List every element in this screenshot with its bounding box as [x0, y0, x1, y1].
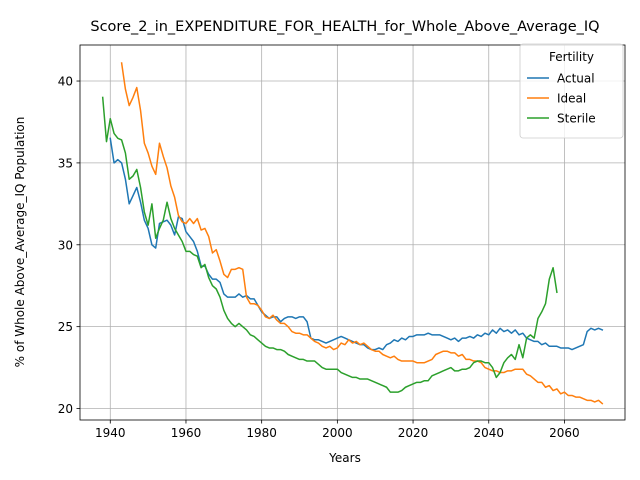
series-line-actual [109, 137, 604, 351]
plot-frame [79, 44, 626, 421]
series-lines [101, 62, 604, 405]
y-tick-label: 20 [58, 402, 73, 416]
y-tick-label: 30 [58, 238, 73, 252]
x-axis-label: Years [328, 451, 361, 465]
x-tick-label: 2060 [549, 426, 580, 440]
y-axis-ticks: 20 25 30 35 40 [58, 75, 80, 416]
x-axis-ticks: 1940 1960 1980 2000 2020 2040 2060 [95, 420, 580, 440]
y-tick-label: 25 [58, 320, 73, 334]
x-tick-label: 2000 [322, 426, 353, 440]
x-tick-label: 1980 [246, 426, 277, 440]
x-tick-label: 1960 [171, 426, 202, 440]
y-tick-label: 35 [58, 156, 73, 170]
x-tick-label: 2040 [473, 426, 504, 440]
x-tick-label: 1940 [95, 426, 126, 440]
legend-label-sterile: Sterile [557, 112, 596, 126]
chart-title: Score_2_in_EXPENDITURE_FOR_HEALTH_for_Wh… [90, 19, 599, 35]
legend-label-ideal: Ideal [557, 92, 586, 106]
y-axis-label: % of Whole Above_Average_IQ Population [13, 117, 27, 368]
series-line-sterile [101, 96, 558, 393]
y-tick-label: 40 [58, 75, 73, 89]
legend-label-actual: Actual [557, 72, 595, 86]
x-tick-label: 2020 [398, 426, 429, 440]
grid-lines [80, 45, 625, 420]
series-line-ideal [120, 62, 604, 405]
legend-title: Fertility [549, 50, 594, 64]
legend-box [519, 43, 624, 139]
legend: Fertility Actual Ideal Sterile [519, 43, 624, 139]
